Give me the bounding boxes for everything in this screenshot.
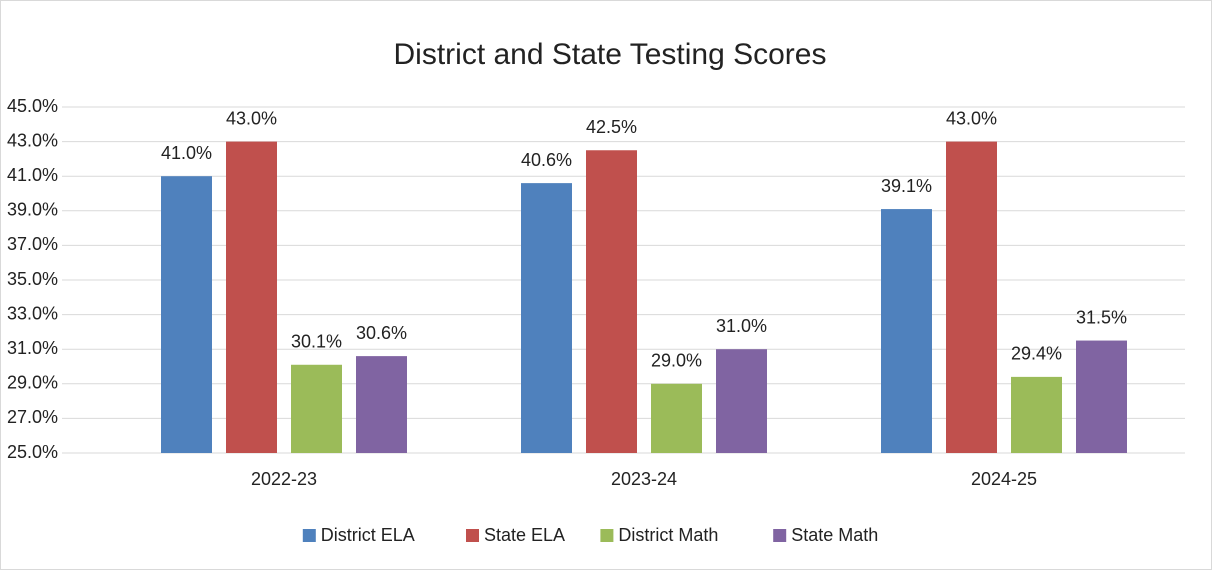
data-label: 30.6% (356, 323, 407, 343)
data-label: 39.1% (881, 176, 932, 196)
bar (356, 356, 407, 453)
y-tick-label: 33.0% (7, 303, 58, 323)
bar (291, 364, 342, 453)
data-label: 43.0% (226, 108, 277, 128)
bar (651, 383, 702, 453)
data-label: 43.0% (946, 108, 997, 128)
y-tick-label: 25.0% (7, 442, 58, 462)
y-tick-label: 29.0% (7, 373, 58, 393)
bar (586, 150, 637, 453)
y-tick-label: 41.0% (7, 165, 58, 185)
y-tick-label: 27.0% (7, 407, 58, 427)
data-label: 29.4% (1011, 344, 1062, 364)
legend-swatch (466, 529, 479, 542)
y-tick-label: 43.0% (7, 130, 58, 150)
bar (1076, 340, 1127, 453)
data-label: 29.0% (651, 351, 702, 371)
legend-label: State ELA (484, 525, 565, 545)
y-tick-label: 35.0% (7, 269, 58, 289)
legend-label: District Math (618, 525, 718, 545)
data-label: 31.0% (716, 316, 767, 336)
legend-label: District ELA (321, 525, 415, 545)
data-label: 30.1% (291, 332, 342, 352)
data-label: 31.5% (1076, 307, 1127, 327)
bar (226, 141, 277, 453)
chart-title: District and State Testing Scores (394, 38, 827, 71)
x-tick-label: 2024-25 (971, 469, 1037, 489)
y-tick-label: 31.0% (7, 338, 58, 358)
legend-swatch (600, 529, 614, 542)
x-tick-label: 2022-23 (251, 469, 317, 489)
legend-swatch (773, 529, 787, 542)
data-label: 41.0% (161, 143, 212, 163)
legend-label: State Math (791, 525, 878, 545)
bar (946, 141, 997, 453)
x-tick-label: 2023-24 (611, 469, 677, 489)
bar (161, 176, 212, 453)
bar (521, 183, 572, 453)
bar (881, 209, 932, 453)
y-tick-label: 39.0% (7, 200, 58, 220)
legend-swatch (302, 529, 316, 542)
y-tick-label: 37.0% (7, 234, 58, 254)
data-label: 42.5% (586, 117, 637, 137)
data-label: 40.6% (521, 150, 572, 170)
bar (1011, 376, 1062, 453)
bar (716, 349, 767, 453)
y-tick-label: 45.0% (7, 96, 58, 116)
